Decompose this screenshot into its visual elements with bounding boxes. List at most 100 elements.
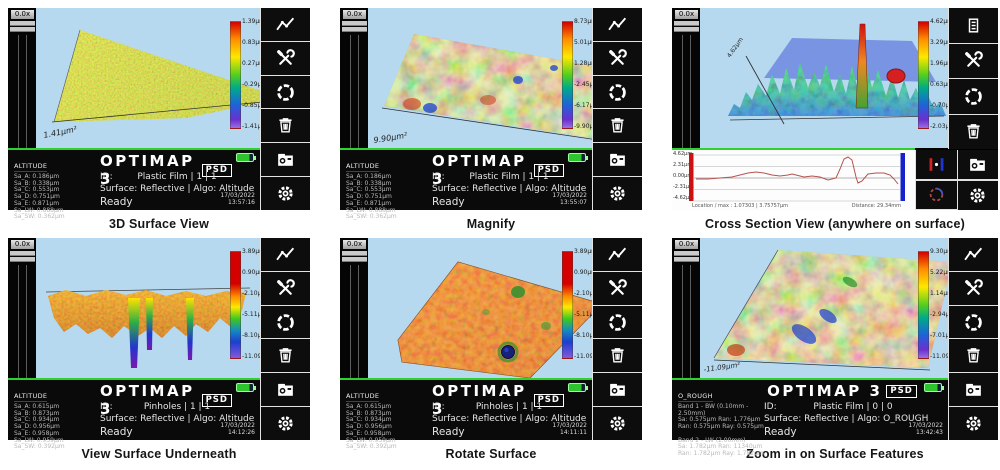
slider-handle[interactable] — [674, 27, 699, 32]
plot-footer-location: Location / max : 1.07303 | 3.75757µm — [692, 203, 789, 209]
slider-track[interactable] — [682, 265, 691, 378]
zoom-slider[interactable]: 0.0x — [672, 8, 700, 148]
profile-doc-button[interactable] — [949, 8, 998, 44]
tools-button[interactable] — [261, 271, 310, 306]
settings-button[interactable] — [593, 177, 642, 210]
save-folder-button[interactable] — [261, 373, 310, 408]
trash-button[interactable] — [261, 109, 310, 144]
surface-view-3d[interactable]: 9.90µm² 8.73µm 5.01µm 1.28µm -2.45µm -6.… — [368, 8, 592, 148]
trash-button[interactable] — [593, 109, 642, 144]
cross-section-plot[interactable]: 4.62µm 2.31µm 0.00µm -2.31µm -4.62µm Loc… — [672, 150, 915, 210]
toolbar — [948, 8, 998, 149]
surface-view-3d[interactable]: 3.89µm 0.90µm -2.10µm -5.11µm -8.10µm -1… — [368, 238, 592, 378]
sample-id: Plastic Film | 0 | 0 — [813, 402, 893, 412]
slider-handle[interactable] — [10, 251, 35, 256]
surface-algo-line: Surface: Reflective | Algo: Altitude — [432, 414, 587, 424]
datetime: 17/03/2022 14:12:26 — [220, 422, 255, 437]
color-scale-labels: 3.89µm 0.90µm -2.10µm -5.11µm -8.10µm -1… — [574, 248, 592, 360]
rotate-section-button[interactable] — [916, 180, 957, 210]
aperture-button[interactable] — [593, 75, 642, 110]
tools-button[interactable] — [593, 271, 642, 306]
settings-button[interactable] — [949, 407, 998, 440]
settings-button[interactable] — [957, 180, 998, 210]
tools-button[interactable] — [949, 43, 998, 79]
toolbar — [592, 8, 642, 210]
scale-tick: 9.30µm — [930, 248, 948, 255]
trash-button[interactable] — [949, 339, 998, 374]
settings-button[interactable] — [593, 407, 642, 440]
trend-chart-button[interactable] — [593, 238, 642, 272]
stats-title: O_ROUGH — [678, 392, 713, 402]
slider-handle[interactable] — [342, 251, 367, 256]
aperture-button[interactable] — [261, 75, 310, 110]
slider-track[interactable] — [350, 265, 359, 378]
toolbar — [260, 238, 310, 440]
panel-rotate-surface: 0.0x 3.89µm 0. — [340, 238, 642, 461]
save-folder-button[interactable] — [593, 373, 642, 408]
zoom-slider[interactable]: 0.0x — [340, 238, 368, 378]
trash-button[interactable] — [593, 339, 642, 374]
trash-button[interactable] — [949, 114, 998, 149]
slider-track[interactable] — [18, 265, 27, 378]
id-label: ID: — [432, 172, 445, 182]
profile-trace[interactable] — [688, 151, 906, 203]
trash-button[interactable] — [261, 339, 310, 374]
slider-handle[interactable] — [342, 27, 367, 32]
trend-chart-button[interactable] — [949, 238, 998, 272]
aperture-button[interactable] — [261, 305, 310, 340]
trend-chart-button[interactable] — [261, 238, 310, 272]
tools-icon — [277, 48, 296, 66]
tools-button[interactable] — [261, 41, 310, 76]
right-cursor[interactable] — [900, 153, 906, 201]
zoom-slider[interactable]: 0.0x — [8, 8, 36, 148]
status-text: Ready — [432, 196, 465, 208]
sample-id: Plastic Film | 1 | 1 — [137, 172, 217, 182]
left-cursor[interactable] — [689, 153, 694, 201]
slider-handle[interactable] — [342, 21, 367, 26]
aperture-button[interactable] — [949, 79, 998, 115]
tools-button[interactable] — [593, 41, 642, 76]
scale-tick: -2.94µm — [930, 311, 948, 318]
zoom-slider[interactable]: 0.0x — [672, 238, 700, 378]
measurement-stats: ALTITUDE Sa_A: 0.186µm Sa_B: 0.338µm Sa_… — [14, 153, 100, 221]
surface-view-3d[interactable]: -11.09µm² 9.30µm 5.22µm 1.14µm -2.94µm -… — [700, 238, 948, 378]
surface-view-3d[interactable]: 3.89µm 0.90µm -2.10µm -5.11µm -8.10µm -1… — [36, 238, 260, 378]
scale-tick: 8.73µm — [574, 18, 592, 25]
caption: Cross Section View (anywhere on surface) — [705, 217, 965, 231]
save-folder-button[interactable] — [593, 143, 642, 178]
divider — [8, 378, 260, 380]
slider-track[interactable] — [18, 35, 27, 148]
slider-handle[interactable] — [10, 21, 35, 26]
settings-button[interactable] — [261, 407, 310, 440]
slider-handle[interactable] — [674, 251, 699, 256]
save-folder-button[interactable] — [957, 150, 998, 180]
slider-handle[interactable] — [342, 257, 367, 262]
rotate-section-icon — [929, 187, 944, 202]
tools-button[interactable] — [949, 271, 998, 306]
zoom-slider[interactable]: 0.0x — [8, 238, 36, 378]
instrument-screen: 0.0x 3.89µm 0. — [340, 238, 642, 450]
settings-gear-icon — [970, 188, 985, 203]
save-folder-button[interactable] — [949, 373, 998, 408]
slider-handle[interactable] — [10, 27, 35, 32]
trend-chart-button[interactable] — [593, 8, 642, 42]
slider-track[interactable] — [350, 35, 359, 148]
aperture-button[interactable] — [949, 305, 998, 340]
caption: View Surface Underneath — [81, 447, 237, 461]
slider-handle[interactable] — [674, 257, 699, 262]
slider-handle[interactable] — [10, 257, 35, 262]
surface-view-3d[interactable]: 1.41µm² 1.39µm 0.83µm 0.27µm -0.29µm -0.… — [36, 8, 260, 148]
settings-button[interactable] — [261, 177, 310, 210]
scale-tick: -0.29µm — [242, 81, 260, 88]
tools-icon — [609, 278, 628, 296]
slider-handle[interactable] — [674, 21, 699, 26]
slider-track[interactable] — [682, 35, 691, 148]
save-folder-button[interactable] — [261, 143, 310, 178]
color-scale-bar — [918, 251, 929, 359]
surface-render — [397, 261, 592, 378]
surface-view-3d[interactable]: 4.62µm 4.62µm 3.29µm 1.96µm 0.63µm -0.70… — [700, 8, 948, 148]
cursor-markers-button[interactable] — [916, 150, 957, 180]
zoom-slider[interactable]: 0.0x — [340, 8, 368, 148]
aperture-button[interactable] — [593, 305, 642, 340]
trend-chart-button[interactable] — [261, 8, 310, 42]
